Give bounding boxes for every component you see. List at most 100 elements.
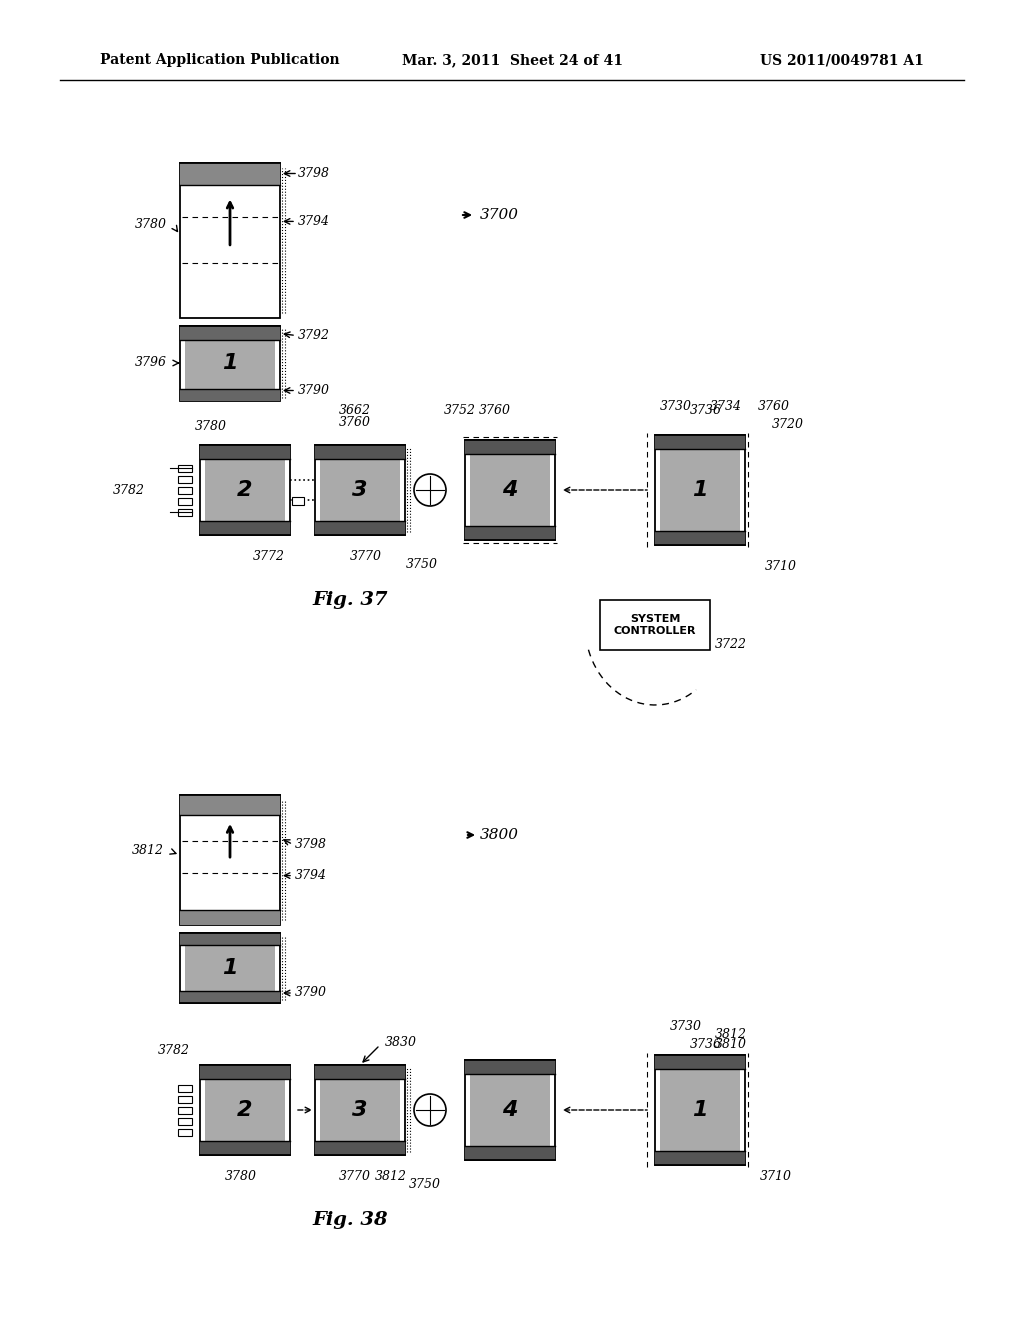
Bar (200, 1140, 290, 1155)
Text: 3662: 3662 (339, 404, 371, 417)
Text: 3730: 3730 (670, 1020, 702, 1034)
Text: SYSTEM
CONTROLLER: SYSTEM CONTROLLER (613, 614, 696, 636)
Bar (292, 498, 304, 506)
Bar (180, 933, 280, 945)
Text: 1: 1 (692, 1100, 708, 1119)
Text: 3736: 3736 (690, 404, 722, 417)
Text: 4: 4 (502, 480, 518, 500)
Text: 2: 2 (238, 480, 253, 500)
Circle shape (414, 1094, 446, 1126)
Text: 3780: 3780 (225, 1171, 257, 1184)
Bar (315, 445, 406, 535)
Bar (180, 909, 280, 925)
Text: 3734: 3734 (710, 400, 742, 413)
Bar (200, 1065, 290, 1155)
Text: Fig. 37: Fig. 37 (312, 591, 388, 609)
Bar (180, 795, 280, 925)
Text: 3710: 3710 (760, 1171, 792, 1184)
Bar (178, 1129, 193, 1137)
Text: 3812: 3812 (132, 843, 164, 857)
Text: US 2011/0049781 A1: US 2011/0049781 A1 (760, 53, 924, 67)
Text: 3798: 3798 (298, 168, 330, 180)
Text: 1: 1 (222, 352, 238, 374)
Text: 3812: 3812 (375, 1171, 407, 1184)
Text: 3750: 3750 (406, 558, 438, 572)
Bar (180, 162, 280, 318)
Text: 3780: 3780 (135, 219, 167, 231)
Bar (319, 459, 400, 521)
Bar (465, 1060, 555, 1160)
Circle shape (414, 474, 446, 506)
Text: 3770: 3770 (339, 1171, 371, 1184)
Bar (178, 510, 193, 516)
Bar (180, 162, 280, 185)
Text: 3760: 3760 (758, 400, 790, 413)
Text: Mar. 3, 2011  Sheet 24 of 41: Mar. 3, 2011 Sheet 24 of 41 (401, 53, 623, 67)
Bar (178, 487, 193, 494)
Bar (655, 531, 745, 545)
Bar (178, 1096, 193, 1104)
Text: 1: 1 (222, 958, 238, 978)
Bar (200, 445, 290, 535)
Bar (180, 795, 280, 814)
Text: 3790: 3790 (298, 384, 330, 397)
Text: 3770: 3770 (350, 550, 382, 564)
Text: 2: 2 (238, 1100, 253, 1119)
Bar (660, 1069, 740, 1151)
Text: 3760: 3760 (339, 417, 371, 429)
Text: 3790: 3790 (295, 986, 327, 999)
Bar (465, 440, 555, 454)
Bar (655, 1055, 745, 1069)
Text: 3700: 3700 (480, 209, 519, 222)
Text: 3800: 3800 (480, 828, 519, 842)
Text: 3760: 3760 (479, 404, 511, 417)
Bar (655, 1151, 745, 1166)
Bar (180, 326, 280, 339)
Text: 3750: 3750 (409, 1179, 441, 1192)
Text: 3796: 3796 (135, 356, 167, 370)
Text: Patent Application Publication: Patent Application Publication (100, 53, 340, 67)
Bar (465, 525, 555, 540)
Bar (655, 1055, 745, 1166)
Bar (465, 440, 555, 540)
Text: 3710: 3710 (765, 561, 797, 573)
Text: 3798: 3798 (295, 838, 327, 851)
Bar (180, 933, 280, 1003)
Text: 3794: 3794 (298, 215, 330, 228)
Bar (205, 1078, 285, 1140)
Text: 3730: 3730 (660, 400, 692, 413)
Text: 3: 3 (352, 480, 368, 500)
Bar (465, 1146, 555, 1160)
Bar (178, 1085, 193, 1092)
Bar (315, 521, 406, 535)
Bar (180, 388, 280, 400)
Bar (178, 477, 193, 483)
Bar (200, 1065, 290, 1078)
Bar (470, 1074, 550, 1146)
Bar (315, 445, 406, 459)
Text: 3720: 3720 (772, 418, 804, 432)
Text: 3782: 3782 (158, 1044, 190, 1056)
Bar (315, 1140, 406, 1155)
Bar (470, 454, 550, 525)
FancyBboxPatch shape (600, 601, 710, 649)
Bar (178, 465, 193, 473)
Bar (180, 326, 280, 400)
Text: 3: 3 (352, 1100, 368, 1119)
Bar (205, 459, 285, 521)
Text: 1: 1 (692, 480, 708, 500)
Bar (180, 991, 280, 1003)
Bar (465, 1060, 555, 1074)
Text: 3736: 3736 (690, 1039, 722, 1052)
Text: 3830: 3830 (385, 1036, 417, 1049)
Text: 3794: 3794 (295, 869, 327, 882)
Bar (185, 945, 275, 991)
Bar (315, 1065, 406, 1078)
Text: 3780: 3780 (195, 421, 227, 433)
Bar (178, 1107, 193, 1114)
Bar (200, 521, 290, 535)
Bar (660, 449, 740, 531)
Text: 3812: 3812 (715, 1028, 746, 1041)
Text: 3772: 3772 (253, 550, 285, 564)
Text: 3782: 3782 (113, 483, 145, 496)
